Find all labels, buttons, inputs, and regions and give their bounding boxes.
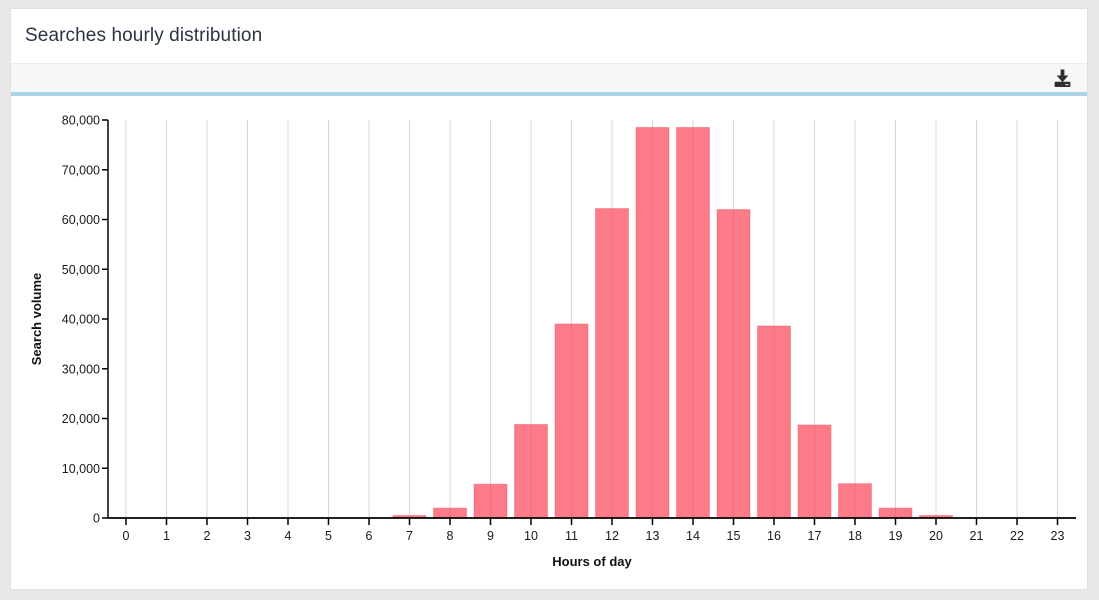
x-tick-label: 9 [487, 529, 494, 543]
x-tick-label: 17 [808, 529, 822, 543]
y-tick-label: 50,000 [62, 263, 100, 277]
x-tick-label: 18 [848, 529, 862, 543]
bar-hour-9[interactable] [473, 483, 508, 519]
y-tick-label: 60,000 [62, 213, 100, 227]
x-tick-label: 16 [767, 529, 781, 543]
x-tick-label: 15 [727, 529, 741, 543]
y-tick-label: 80,000 [62, 114, 100, 128]
x-tick-label: 4 [285, 529, 292, 543]
x-tick-label: 14 [686, 529, 700, 543]
bar-hour-17[interactable] [797, 424, 832, 519]
bar-hour-19[interactable] [878, 507, 913, 519]
bar-chart-svg: 0 10,000 20,000 30,000 40,000 50,000 60,000 70,… [29, 114, 1076, 569]
chart: 0 10,000 20,000 30,000 40,000 50,000 60,000 70,… [11, 96, 1087, 589]
bar-hour-10[interactable] [514, 423, 548, 519]
x-tick-label: 11 [565, 529, 578, 543]
bar-hour-13[interactable] [635, 126, 670, 519]
x-tick-label: 23 [1051, 529, 1065, 543]
x-tick-label: 21 [970, 529, 984, 543]
x-tick-label: 8 [447, 529, 454, 543]
x-tick-label: 6 [366, 529, 373, 543]
y-tick-label: 40,000 [62, 313, 100, 327]
x-tick-label: 19 [889, 529, 903, 543]
x-tick-label: 1 [163, 529, 170, 543]
x-tick-label: 12 [605, 529, 619, 543]
y-axis-title: Search volume [29, 273, 44, 366]
x-tick-label: 2 [204, 529, 211, 543]
x-axis-title: Hours of day [552, 554, 632, 569]
widget-title: Searches hourly distribution [25, 25, 263, 46]
y-tick-label: 10,000 [62, 462, 100, 476]
x-tick-label: 7 [406, 529, 413, 543]
bar-hour-15[interactable] [716, 209, 751, 519]
x-tick-label: 3 [244, 529, 251, 543]
x-tick-label: 0 [123, 529, 130, 543]
x-tick-label: 22 [1010, 529, 1024, 543]
y-tick-label: 30,000 [62, 362, 100, 376]
x-tick-label: 20 [929, 529, 943, 543]
bar-hour-18[interactable] [838, 483, 872, 519]
widget-header: Searches hourly distribution [11, 9, 1087, 63]
y-tick-label: 20,000 [62, 412, 100, 426]
bar-hour-12[interactable] [595, 208, 629, 519]
download-icon [1054, 69, 1070, 87]
y-tick-label: 70,000 [62, 163, 100, 177]
x-tick-label: 13 [646, 529, 660, 543]
y-tick-label: 0 [93, 512, 100, 526]
bar-hour-11[interactable] [554, 323, 589, 519]
bar-hour-8[interactable] [433, 507, 467, 519]
widget-card: Searches hourly distribution 0 10,000 20,0… [10, 8, 1088, 590]
bar-hour-16[interactable] [757, 325, 791, 519]
export-button[interactable] [1045, 65, 1079, 91]
x-tick-label: 10 [524, 529, 538, 543]
bar-hour-14[interactable] [676, 126, 710, 519]
x-tick-label: 5 [325, 529, 332, 543]
widget-toolbar [11, 63, 1087, 96]
